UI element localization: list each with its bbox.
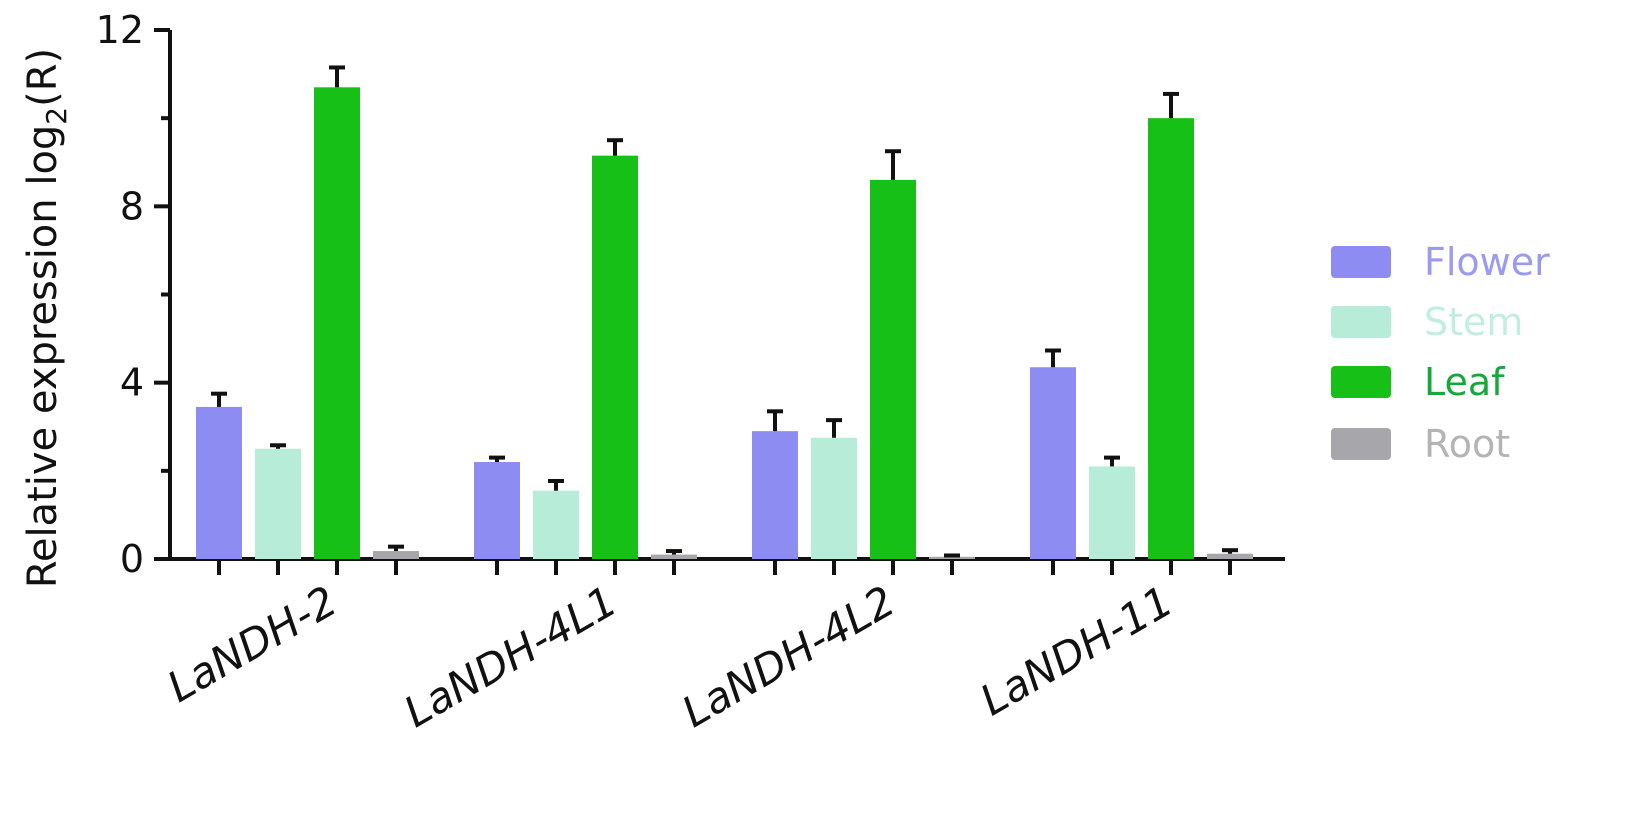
y-tick-label: 0 bbox=[120, 537, 144, 581]
legend: Flower Stem Leaf Root bbox=[1331, 240, 1550, 466]
y-axis-title-subscript: 2 bbox=[40, 107, 73, 125]
bar-flower bbox=[474, 462, 520, 559]
bar-root bbox=[651, 554, 697, 559]
bar-root bbox=[373, 551, 419, 559]
bar-root bbox=[1207, 553, 1253, 559]
legend-swatch-leaf bbox=[1331, 366, 1391, 398]
y-axis-title-main: Relative expression log bbox=[20, 125, 66, 588]
y-tick-label: 8 bbox=[120, 184, 144, 228]
bar-stem bbox=[533, 490, 579, 559]
category-labels: LaNDH-2 LaNDH-4L1 LaNDH-4L2 LaNDH-11 bbox=[159, 576, 1181, 737]
bar-flower bbox=[196, 406, 242, 559]
legend-swatch-stem bbox=[1331, 306, 1391, 338]
y-axis-title: Relative expression log2(R) bbox=[20, 48, 73, 588]
y-axis-label: Relative expression log2(R) bbox=[20, 48, 73, 588]
category-label: LaNDH-4L2 bbox=[674, 576, 903, 737]
legend-swatch-flower bbox=[1331, 246, 1391, 278]
bar-leaf bbox=[870, 179, 916, 559]
legend-swatch-root bbox=[1331, 428, 1391, 460]
bar-flower bbox=[1030, 367, 1076, 559]
category-label: LaNDH-4L1 bbox=[396, 576, 625, 737]
legend-label-stem: Stem bbox=[1424, 300, 1523, 344]
legend-label-flower: Flower bbox=[1424, 240, 1550, 284]
legend-label-root: Root bbox=[1424, 422, 1510, 466]
bar-root bbox=[929, 556, 975, 559]
bar-leaf bbox=[1148, 118, 1194, 560]
bar-flower bbox=[752, 431, 798, 559]
y-tick-label: 12 bbox=[96, 8, 144, 52]
bar-stem bbox=[255, 448, 301, 559]
category-label: LaNDH-2 bbox=[159, 576, 345, 712]
bars bbox=[196, 65, 1253, 560]
y-tick-label: 4 bbox=[120, 361, 144, 405]
y-axis-title-tail: (R) bbox=[20, 48, 66, 107]
category-label: LaNDH-11 bbox=[972, 576, 1181, 725]
bar-leaf bbox=[592, 155, 638, 559]
bar-leaf bbox=[314, 87, 360, 559]
bar-stem bbox=[811, 437, 857, 559]
bar-stem bbox=[1089, 466, 1135, 559]
legend-label-leaf: Leaf bbox=[1424, 360, 1506, 404]
